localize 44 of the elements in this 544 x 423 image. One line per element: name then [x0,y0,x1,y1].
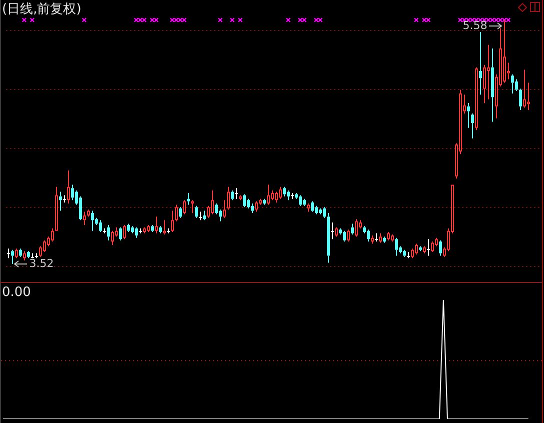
annotation: 5.58 [462,18,488,32]
candlestick [119,226,122,241]
candlestick [527,82,530,111]
candlestick [323,206,326,218]
candlestick [251,202,254,214]
candlestick [131,226,134,234]
candlestick [283,186,286,197]
candlestick [231,190,234,201]
annotation: 0.00 [2,285,31,300]
candlestick [467,102,470,128]
annotation: 3.52 [29,256,54,270]
candlestick [179,206,182,218]
candlestick [299,194,302,206]
candlestick [203,210,206,221]
candlestick [99,220,102,233]
candlestick [351,223,354,235]
candlestick [287,190,290,201]
candlestick [247,198,250,209]
candlestick [163,220,166,235]
candlestick [479,31,482,96]
candlestick [327,212,330,264]
candlestick [239,194,242,201]
candlestick [91,210,94,232]
candlestick [127,223,130,233]
chart-title: (日线,前复权) [2,2,82,17]
candlestick [187,192,190,206]
candlestick [491,48,494,122]
candlestick [303,198,306,206]
candlestick [135,226,138,238]
candlestick [383,236,386,244]
candlestick [159,226,162,234]
candlestick [471,112,474,139]
candlestick [367,229,370,242]
candlestick [395,237,398,256]
candlestick [19,248,22,258]
candlestick [11,249,14,264]
candlestick [419,246,422,252]
candlestick [71,184,74,201]
candlestick [403,249,406,258]
candlestick [519,88,522,111]
candlestick [107,224,110,241]
candlestick [195,205,198,218]
candlestick [511,74,514,94]
candlestick [59,191,62,212]
